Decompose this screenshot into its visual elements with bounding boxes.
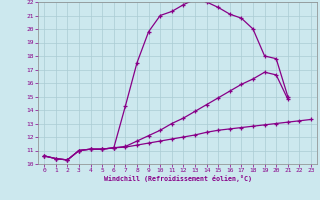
X-axis label: Windchill (Refroidissement éolien,°C): Windchill (Refroidissement éolien,°C): [104, 175, 252, 182]
